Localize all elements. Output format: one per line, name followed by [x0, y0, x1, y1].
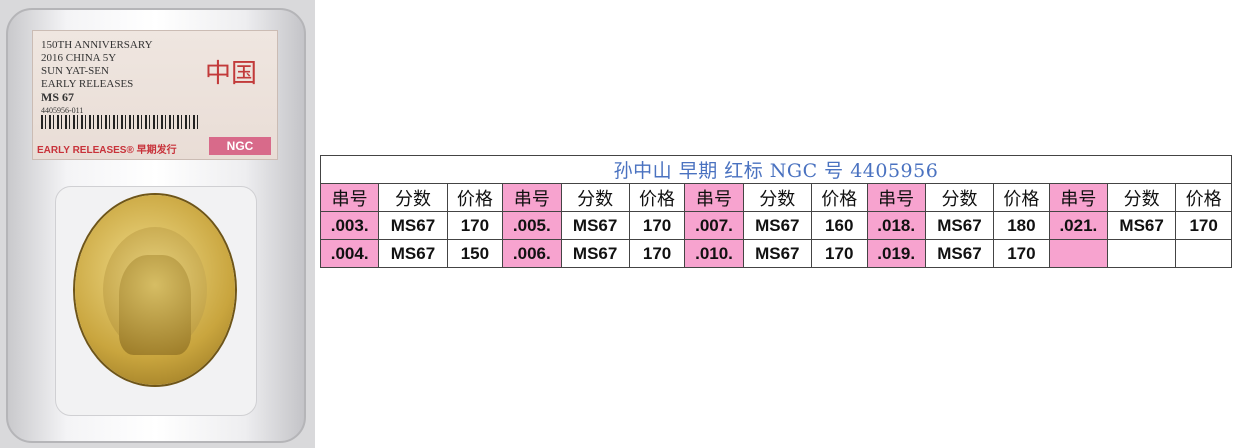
price-table: 孙中山 早期 红标 NGC 号 4405956 串号 分数 价格 串号 分数 价格 串号 分数… [319, 155, 1232, 268]
label-line: SUN YAT-SEN [41, 65, 109, 77]
barcode [41, 115, 201, 129]
price-cell: 160 [810, 211, 868, 240]
column-header: 分数 [924, 183, 995, 212]
label-country: 中国 [205, 59, 258, 89]
serial-cell: .003. [319, 211, 380, 240]
table-title: 孙中山 早期 红标 NGC 号 4405956 [320, 155, 1232, 184]
column-header: 串号 [319, 183, 380, 212]
label-line: 150TH ANNIVERSARY [41, 39, 153, 51]
column-header: 分数 [1107, 183, 1177, 212]
column-header: 分数 [560, 183, 630, 212]
coin-slab-photo: 150TH ANNIVERSARY 2016 CHINA 5Y SUN YAT-… [0, 0, 315, 448]
grade-cell: MS67 [560, 239, 630, 268]
grade-cell: MS67 [1107, 211, 1177, 240]
price-cell: 180 [993, 211, 1050, 240]
column-header: 串号 [502, 183, 562, 212]
serial-cell: .004. [319, 239, 380, 268]
ngc-logo: NGC [209, 137, 271, 155]
column-header: 价格 [446, 183, 504, 212]
column-header: 串号 [866, 183, 926, 212]
slab-label: 150TH ANNIVERSARY 2016 CHINA 5Y SUN YAT-… [32, 30, 278, 160]
grade-cell: MS67 [742, 211, 812, 240]
column-header: 价格 [628, 183, 686, 212]
grade-cell: MS67 [378, 239, 448, 268]
column-header: 串号 [1048, 183, 1109, 212]
serial-cell: .018. [866, 211, 926, 240]
label-grade: MS 67 [41, 90, 74, 104]
serial-cell: .010. [684, 239, 744, 268]
serial-cell: .005. [502, 211, 562, 240]
column-header: 价格 [1175, 183, 1232, 212]
label-cert: 4405956-011 [41, 106, 84, 115]
serial-cell: .006. [502, 239, 562, 268]
table-row: .003. MS67 170.005. MS67 170.007. MS67 160.018… [319, 211, 1232, 240]
grade-cell: MS67 [378, 211, 448, 240]
serial-cell: .019. [866, 239, 926, 268]
grade-cell: MS67 [742, 239, 812, 268]
grade-cell [1107, 239, 1177, 268]
price-cell: 170 [810, 239, 868, 268]
table-row: .004. MS67 150.006. MS67 170.010. MS67 170.019… [319, 239, 1232, 268]
column-header: 分数 [742, 183, 812, 212]
column-header: 分数 [378, 183, 448, 212]
column-header: 价格 [993, 183, 1050, 212]
header-row: 串号 分数 价格 串号 分数 价格 串号 分数 价格 串号 分数 价格 串号 分数 价格 [319, 183, 1232, 212]
label-line: EARLY RELEASES [41, 78, 134, 90]
label-line: 2016 CHINA 5Y [41, 52, 117, 64]
grade-cell: MS67 [924, 211, 995, 240]
price-cell: 170 [628, 239, 686, 268]
price-cell: 150 [446, 239, 504, 268]
label-early-releases: EARLY RELEASES® 早期发行 [37, 145, 177, 156]
price-cell: 170 [1175, 211, 1232, 240]
price-cell: 170 [446, 211, 504, 240]
price-cell: 170 [993, 239, 1050, 268]
serial-cell: .007. [684, 211, 744, 240]
grade-cell: MS67 [560, 211, 630, 240]
coin-image [75, 195, 235, 385]
serial-cell [1048, 239, 1109, 268]
price-cell [1175, 239, 1232, 268]
column-header: 串号 [684, 183, 744, 212]
column-header: 价格 [810, 183, 868, 212]
price-cell: 170 [628, 211, 686, 240]
grade-cell: MS67 [924, 239, 995, 268]
serial-cell: .021. [1048, 211, 1109, 240]
